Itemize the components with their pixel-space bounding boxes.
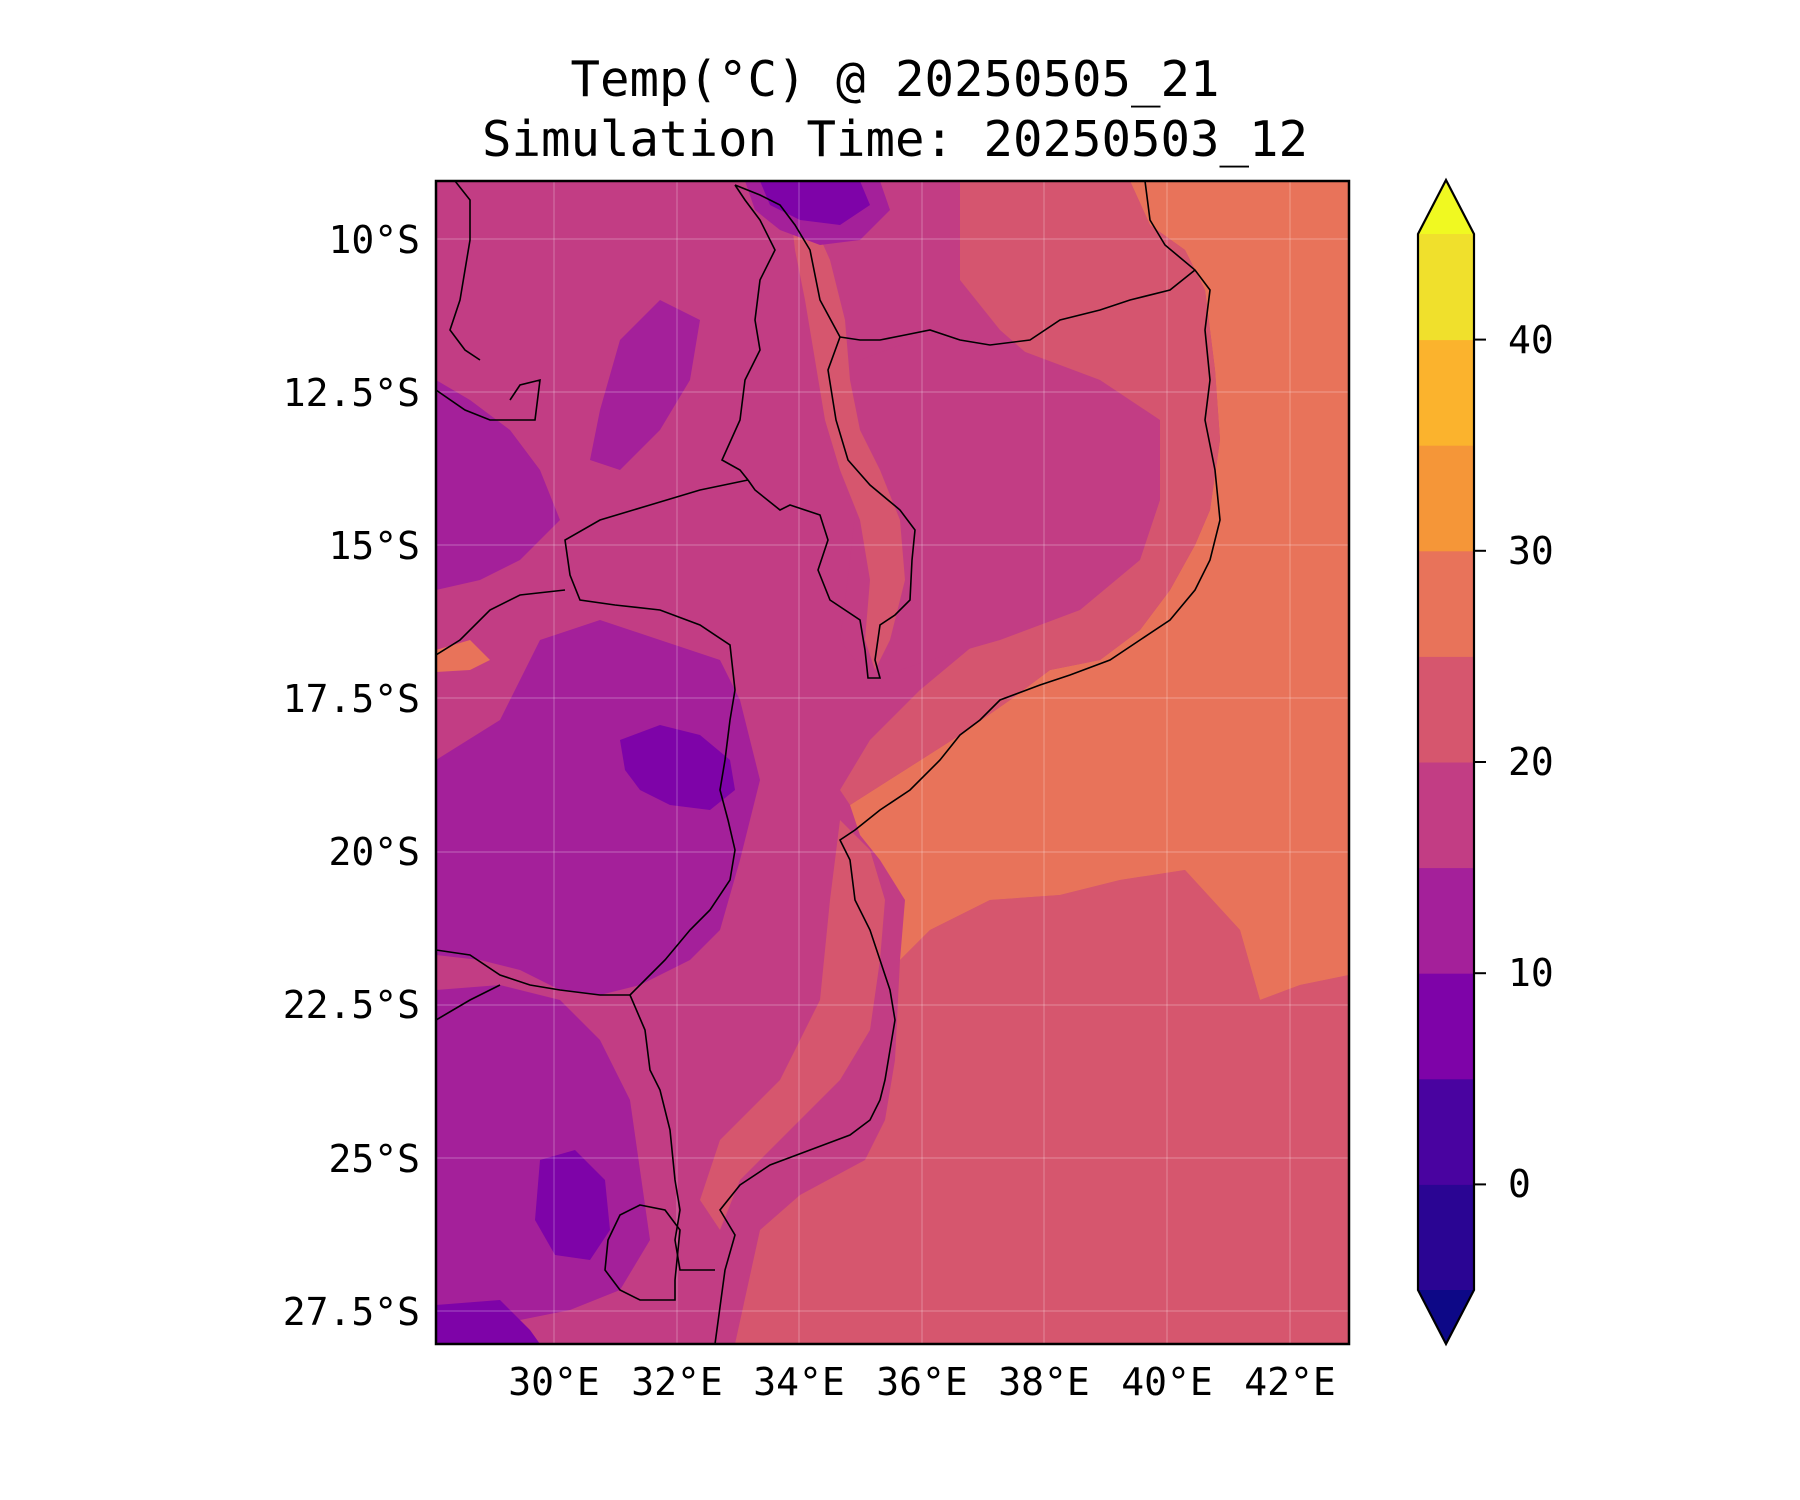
zambia-north-border [449,181,481,361]
lon-tick-label: 34°E [753,1360,845,1404]
cold-core-south [535,1150,610,1260]
lat-tick-label: 15°S [328,524,420,568]
colorbar-band [1418,762,1474,869]
coastline [714,181,1221,1344]
warm-ocean-region [850,181,1349,1000]
zimbabwe-south-border [436,949,630,996]
colorbar [1416,177,1486,1347]
figure-title: Temp(°C) @ 20250505_21 [570,51,1220,108]
lon-tick-label: 32°E [631,1360,723,1404]
eswatini-border [604,1204,681,1301]
lat-tick-label: 17.5°S [282,677,420,721]
lat-tick-label: 10°S [328,218,420,262]
lon-tick-label: 40°E [1121,1360,1213,1404]
zambia-band [590,300,700,470]
mozambique-zambia-border [564,479,749,996]
lon-tick-label: 30°E [508,1360,600,1404]
colorbar-tick-label: 10 [1508,951,1554,996]
western-highlands [436,620,760,995]
tanzania-mozambique-border [839,269,1196,346]
colorbar-band [1418,445,1474,552]
temperature-map [436,181,1349,1344]
botswana-border [436,984,501,1021]
malawi-border [747,336,916,679]
lat-tick-label: 20°S [328,830,420,874]
lon-tick-label: 38°E [998,1360,1090,1404]
cold-core-north [760,181,870,225]
lon-tick-label: 36°E [876,1360,968,1404]
colorbar-band [1418,973,1474,1080]
warm-patch-west [436,640,490,672]
map-frame [434,179,1351,1346]
cold-core-zimbabwe [620,725,735,810]
lat-tick-label: 22.5°S [282,983,420,1027]
lat-tick-label: 12.5°S [282,371,420,415]
lat-tick-label: 25°S [328,1137,420,1181]
colorbar-band [1418,1184,1474,1291]
colorbar-tick-label: 40 [1508,317,1554,362]
colorbar-band [1418,339,1474,446]
malawi-west-border [734,184,841,338]
colorbar-band [1418,550,1474,657]
southern-ocean-region [735,870,1349,1344]
gridlines [436,181,1349,1344]
coastal-strip [840,181,1220,805]
country-borders [436,181,1221,1344]
southern-coastal-land [700,820,885,1230]
colorbar-band [1418,867,1474,974]
colorbar-outline [1416,177,1476,1347]
colorbar-extend-min [1418,1290,1474,1344]
northeast-plateau [840,330,1160,680]
zambia-zimbabwe-border [436,589,566,656]
colorbar-tick-label: 20 [1508,740,1554,784]
figure-subtitle: Simulation Time: 20250503_12 [481,111,1308,168]
colorbar-tick-label: 0 [1508,1162,1531,1207]
zambia-dr-congo-border [436,378,541,421]
cold-core-southwest [436,1300,540,1344]
northwest-highlands [436,380,560,590]
lake-malawi-warm [790,205,905,670]
lon-tick-label: 42°E [1244,1360,1336,1404]
colorbar-band [1418,1078,1474,1185]
colorbar-tick-label: 30 [1508,528,1554,573]
lat-tick-label: 27.5°S [282,1290,420,1334]
colorbar-band [1418,234,1474,341]
colorbar-band [1418,656,1474,763]
colorbar-extend-max [1418,180,1474,234]
malawi-zambia-border [720,184,776,481]
